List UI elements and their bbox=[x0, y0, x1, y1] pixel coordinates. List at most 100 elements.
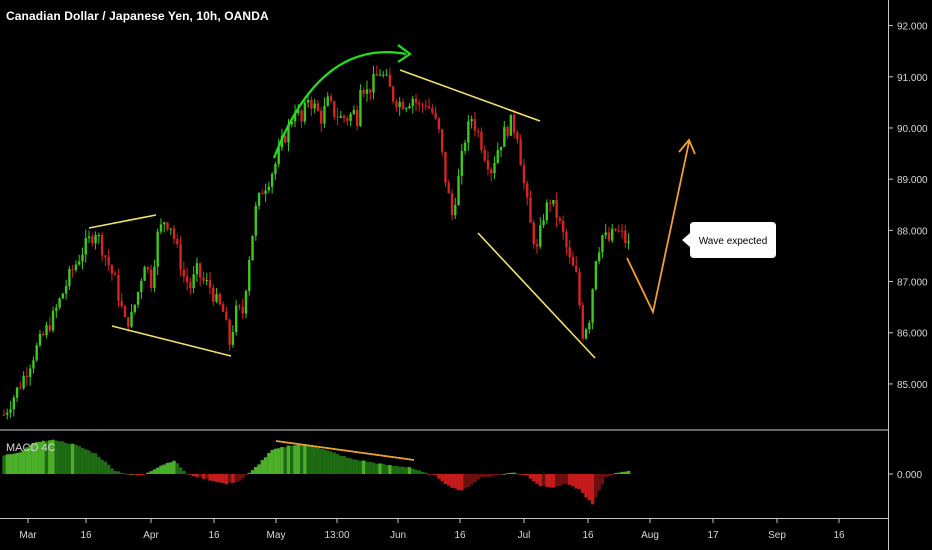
candle-body bbox=[565, 232, 568, 248]
candle-body bbox=[238, 305, 241, 307]
macd-bar bbox=[205, 474, 209, 479]
candle-body bbox=[463, 142, 467, 152]
candle-body bbox=[113, 273, 117, 276]
candle-body bbox=[22, 375, 25, 389]
macd-bar bbox=[316, 447, 320, 474]
macd-bar bbox=[492, 474, 497, 476]
macd-bar bbox=[479, 474, 484, 478]
callout-text: Wave expected bbox=[699, 236, 768, 247]
macd-bar bbox=[424, 472, 428, 474]
macd-bar bbox=[159, 465, 163, 474]
candle-body bbox=[349, 114, 352, 121]
candle-body bbox=[277, 147, 280, 164]
candle-body bbox=[519, 139, 522, 166]
time-tick-label: May bbox=[267, 530, 286, 541]
macd-bar bbox=[335, 453, 340, 474]
time-tick-label: 13:00 bbox=[324, 530, 349, 541]
macd-bar bbox=[25, 447, 29, 474]
macd-bar bbox=[358, 460, 363, 474]
time-tick-label: Sep bbox=[768, 530, 786, 541]
candle-body bbox=[555, 199, 558, 219]
macd-bar bbox=[80, 447, 85, 474]
macd-bar bbox=[538, 474, 542, 487]
candle-body bbox=[133, 304, 136, 312]
price-tick-label: 86.000 bbox=[897, 329, 928, 340]
macd-bar bbox=[12, 453, 16, 474]
annotations: Wave expected bbox=[88, 44, 776, 461]
candle-body bbox=[45, 325, 48, 336]
macd-bar bbox=[414, 469, 418, 474]
candle-body bbox=[15, 387, 19, 398]
candle-body bbox=[391, 86, 395, 102]
candle-body bbox=[280, 136, 284, 148]
macd-bar bbox=[257, 464, 261, 474]
macd-bar bbox=[221, 474, 225, 484]
candle-body bbox=[352, 109, 356, 115]
candle-body bbox=[284, 136, 287, 143]
macd-bar bbox=[482, 474, 487, 477]
candle-body bbox=[588, 322, 591, 330]
candle-body bbox=[306, 99, 310, 103]
candle-body bbox=[172, 228, 176, 240]
macd-bar bbox=[515, 473, 520, 475]
macd-bar bbox=[463, 474, 467, 489]
candle-body bbox=[411, 98, 414, 107]
candle-body bbox=[185, 276, 189, 283]
candle-body bbox=[575, 265, 578, 272]
candle-body bbox=[614, 228, 617, 231]
time-tick-label: 16 bbox=[833, 530, 845, 541]
macd-bar bbox=[417, 470, 421, 474]
candle-body bbox=[71, 268, 74, 271]
macd-bar bbox=[185, 473, 189, 475]
candle-body bbox=[251, 235, 254, 261]
time-axis: Mar 16 Apr 16 May 13:00 Jun 16 Jul 16 Aug 17 Sep 16 bbox=[19, 518, 845, 541]
candle-body bbox=[19, 387, 22, 389]
macd-bar bbox=[211, 474, 215, 481]
macd-bar bbox=[371, 462, 376, 474]
candle-body bbox=[130, 311, 133, 327]
macd-bar bbox=[38, 442, 42, 474]
macd-bar bbox=[548, 474, 552, 488]
price-axis: 85.000 86.000 87.000 88.000 89.000 90.000 91.0… bbox=[888, 22, 928, 391]
candle-body bbox=[100, 235, 104, 256]
candle-body bbox=[503, 127, 506, 147]
macd-bar bbox=[620, 471, 624, 474]
macd-bar bbox=[509, 472, 513, 474]
trendline bbox=[111, 325, 232, 357]
macd-bar bbox=[378, 463, 382, 474]
candle-body bbox=[620, 230, 624, 232]
candle-body bbox=[32, 360, 35, 369]
candle-body bbox=[607, 232, 611, 241]
candle-body bbox=[496, 150, 499, 163]
macd-bar bbox=[123, 473, 127, 475]
candle-body bbox=[611, 228, 614, 241]
macd-bar bbox=[208, 474, 212, 481]
candle-body bbox=[212, 287, 215, 302]
candle-body bbox=[163, 222, 166, 225]
candle-body bbox=[225, 311, 228, 321]
candle-body bbox=[558, 218, 562, 221]
macd-bar bbox=[152, 469, 157, 474]
macd-bar bbox=[384, 465, 389, 474]
time-tick-label: Mar bbox=[19, 530, 37, 541]
macd-bar bbox=[15, 452, 19, 474]
candle-body bbox=[552, 199, 555, 204]
macd-bar bbox=[476, 474, 480, 480]
candle-body bbox=[346, 118, 349, 121]
macd-bar bbox=[329, 451, 333, 474]
candle-body bbox=[215, 293, 218, 302]
time-tick-label: Jun bbox=[390, 530, 406, 541]
candle-body bbox=[447, 182, 450, 194]
candle-body bbox=[532, 222, 535, 245]
macd-bar bbox=[339, 455, 343, 474]
macd-bar bbox=[120, 472, 124, 474]
macd-bar bbox=[214, 474, 219, 483]
macd-bar bbox=[512, 472, 516, 474]
candle-body bbox=[81, 254, 84, 262]
price-tick-label: 90.000 bbox=[897, 124, 928, 135]
macd-bar bbox=[175, 463, 180, 474]
macd-bar bbox=[590, 474, 595, 505]
macd-bar bbox=[35, 442, 39, 474]
price-tick-label: 88.000 bbox=[897, 226, 928, 237]
macd-bar bbox=[283, 447, 287, 474]
